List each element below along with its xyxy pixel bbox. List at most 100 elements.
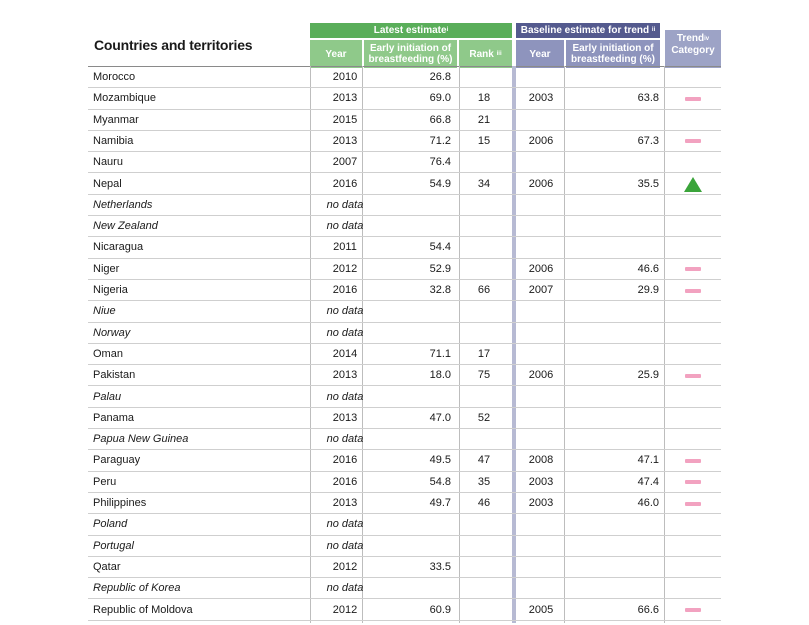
baseline-year xyxy=(516,408,566,429)
baseline-value xyxy=(566,514,659,535)
table-row: Peru 2016 54.8 35 2003 47.4 xyxy=(88,472,721,493)
estimate-year: no data xyxy=(326,390,364,403)
estimate-value xyxy=(378,216,451,237)
row-divider xyxy=(88,449,721,451)
country-name: Namibia xyxy=(93,134,134,147)
baseline-value xyxy=(566,344,659,365)
estimate-value xyxy=(378,429,451,450)
country-name: Panama xyxy=(93,411,134,424)
table-title: Countries and territories xyxy=(94,37,253,53)
table-row: Republic of Korea no data xyxy=(88,578,721,600)
table-row: Pakistan 2013 18.0 75 2006 25.9 xyxy=(88,365,721,387)
baseline-value: 29.9 xyxy=(637,284,659,296)
baseline-year xyxy=(516,578,566,599)
table-row: Namibia 2013 71.2 15 2006 67.3 xyxy=(88,131,721,153)
table-row: Morocco 2010 26.8 xyxy=(88,67,721,89)
estimate-value xyxy=(378,578,451,599)
rank-label: Rank xyxy=(469,48,494,60)
trend-cell xyxy=(665,450,721,471)
row-divider xyxy=(88,491,721,493)
eib-header: Early initiation of breastfeeding (%) xyxy=(364,40,457,68)
table-row: Mozambique 2013 69.0 18 2003 63.8 xyxy=(88,88,721,110)
estimate-year: 2016 xyxy=(332,177,358,190)
estimate-value: 71.1 xyxy=(429,347,451,360)
country-name: Portugal xyxy=(93,539,134,552)
trend-label: Trend xyxy=(676,33,705,44)
baseline-year xyxy=(516,237,566,258)
country-name: Netherlands xyxy=(93,198,153,211)
estimate-value: 54.9 xyxy=(429,177,451,190)
row-divider xyxy=(88,428,721,430)
pink-dash-icon xyxy=(685,96,701,101)
estimate-value xyxy=(378,387,451,408)
country-name: Niger xyxy=(93,262,120,275)
estimate-year: no data xyxy=(326,433,364,446)
estimate-year: no data xyxy=(326,326,364,339)
rank-value xyxy=(460,536,508,557)
row-divider xyxy=(88,598,721,600)
country-name: Peru xyxy=(93,475,117,488)
rank-value xyxy=(460,301,508,322)
country-name: Poland xyxy=(93,518,128,531)
country-name: Niue xyxy=(93,305,116,318)
estimate-year: no data xyxy=(326,582,364,595)
baseline-value: 35.5 xyxy=(637,177,659,190)
country-name: Qatar xyxy=(93,560,121,573)
rank-sup: iii xyxy=(496,50,502,57)
baseline-year: 2003 xyxy=(528,497,554,509)
trend-cell xyxy=(665,67,721,88)
trend-cell xyxy=(665,387,721,408)
baseline-year xyxy=(516,514,566,535)
baseline-value: 46.6 xyxy=(637,262,659,275)
trend-cell xyxy=(665,174,721,195)
trend-cell xyxy=(665,365,721,386)
estimate-value: 52.9 xyxy=(429,262,451,275)
rank-value: 75 xyxy=(477,369,491,382)
country-name: Republic of Moldova xyxy=(93,603,193,616)
divider-baseline-year xyxy=(564,66,565,623)
estimate-year: no data xyxy=(326,305,364,318)
baseline-year xyxy=(516,216,566,237)
baseline-value: 67.3 xyxy=(637,134,659,147)
divider-trend xyxy=(664,66,665,623)
table-row: Palau no data xyxy=(88,387,721,408)
rank-value: 66 xyxy=(477,284,491,296)
header-divider xyxy=(88,66,721,67)
estimate-year: 2016 xyxy=(332,475,358,488)
baseline-year-header: Year xyxy=(516,40,564,68)
baseline-year: 2006 xyxy=(528,177,554,190)
baseline-year xyxy=(516,301,566,322)
rank-value: 21 xyxy=(477,113,491,126)
row-divider xyxy=(88,342,721,344)
row-divider xyxy=(88,193,721,195)
trend-cell xyxy=(665,493,721,514)
country-name: Oman xyxy=(93,347,123,360)
baseline-value xyxy=(566,323,659,344)
rank-value xyxy=(460,578,508,599)
estimate-value xyxy=(378,514,451,535)
estimate-year: no data xyxy=(326,518,364,531)
estimate-value xyxy=(378,301,451,322)
baseline-year: 2006 xyxy=(528,262,554,275)
rank-value xyxy=(460,67,508,88)
baseline-value: 66.6 xyxy=(637,603,659,616)
rank-value: 35 xyxy=(477,475,491,488)
rank-header: Rank iii xyxy=(459,40,512,68)
baseline-year: 2006 xyxy=(528,134,554,147)
estimate-value: 18.0 xyxy=(429,369,451,382)
country-name: Papua New Guinea xyxy=(93,433,189,446)
trend-cell xyxy=(665,195,721,216)
estimate-value: 66.8 xyxy=(429,113,451,126)
country-name: New Zealand xyxy=(93,220,158,233)
table-row: Republic of Moldova 2012 60.9 2005 66.6 xyxy=(88,600,721,621)
baseline-value xyxy=(566,578,659,599)
trend-cell xyxy=(665,280,721,301)
estimate-year: 2012 xyxy=(332,560,358,573)
trend-cell xyxy=(665,600,721,621)
country-name: Norway xyxy=(93,326,131,339)
baseline-value xyxy=(566,301,659,322)
baseline-value xyxy=(566,237,659,258)
row-divider xyxy=(88,278,721,280)
estimate-year: 2015 xyxy=(332,113,358,126)
row-divider xyxy=(88,555,721,557)
